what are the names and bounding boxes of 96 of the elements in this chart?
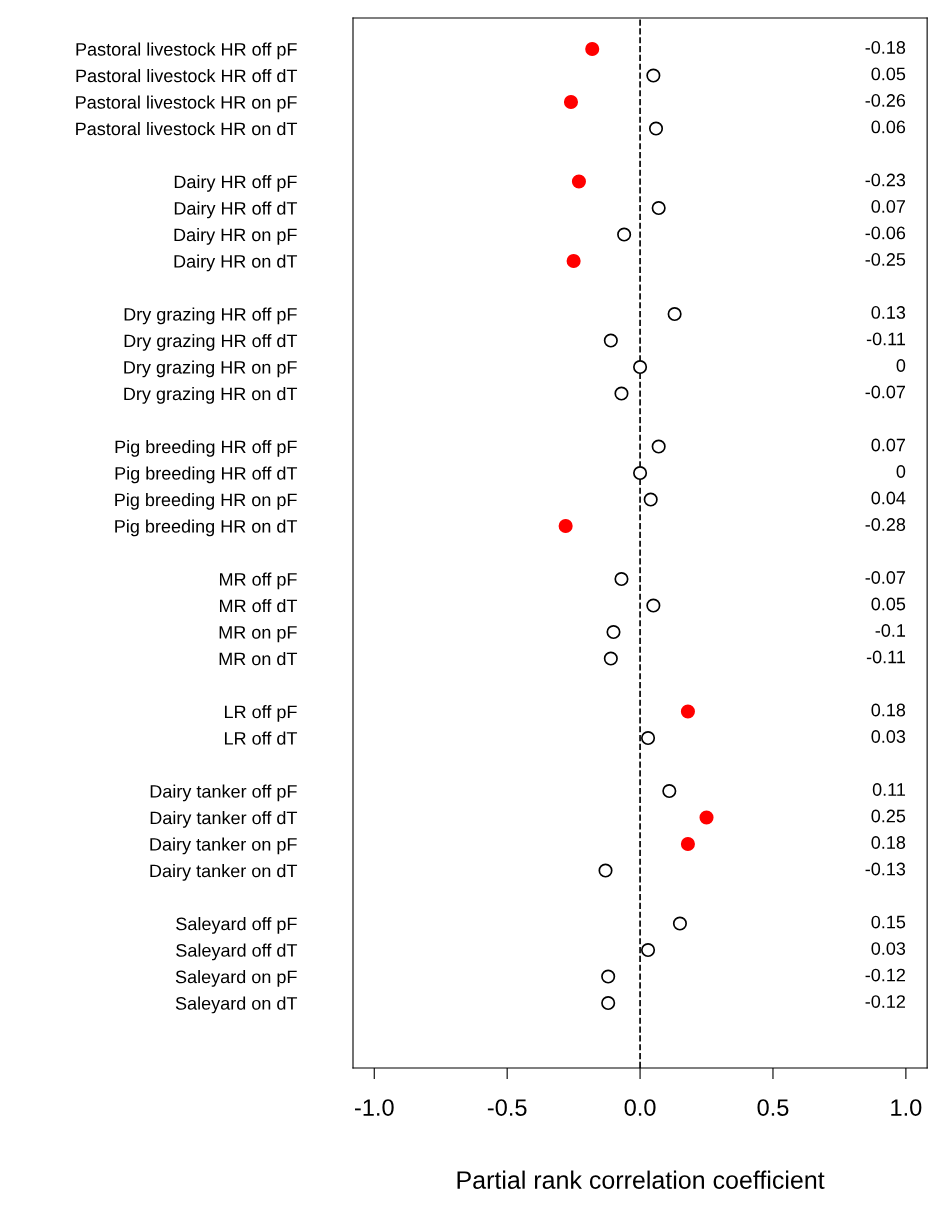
y-tick-label: Pig breeding HR on dT [115,519,298,537]
annotation: 0.25 [871,809,906,823]
annotation: -0.12 [865,995,905,1008]
y-tick-label: Dairy tanker off pF [150,784,297,802]
point [603,333,618,348]
point [680,837,695,852]
y-tick-label: MR on pF [219,626,297,643]
x-tick-label: -0.5 [487,1099,527,1116]
annotation: 0.05 [871,597,906,611]
point [646,68,661,83]
annotation: 0.04 [871,491,906,505]
point [680,704,695,719]
y-tick-label: Dairy HR on dT [174,254,298,272]
annotation: 0.13 [871,306,906,319]
annotation: -0.26 [865,94,906,107]
y-tick-label: Dairy HR off dT [174,201,298,219]
point [571,174,586,189]
y-tick-label: Dairy tanker on pF [150,837,297,855]
y-tick-label: Dairy HR on pF [174,227,297,245]
y-tick-label: Dry grazing HR off pF [124,307,297,325]
y-tick-label: LR off dT [224,731,298,745]
point [606,624,621,640]
annotation: -0.06 [865,226,906,240]
annotation: 0.05 [871,67,906,81]
point [633,465,648,481]
annotation: 0 [896,359,906,372]
point [598,863,613,878]
annotation: 0.11 [872,783,906,796]
point [601,996,616,1011]
annotation: 0 [896,465,906,478]
y-tick-label: Dairy HR off pF [174,174,297,192]
point [558,518,573,534]
annotation: 0.07 [871,200,905,213]
point [617,227,632,242]
annotation: -0.18 [865,41,906,54]
point [601,969,616,984]
point [566,253,581,269]
y-tick-label: MR off pF [219,572,297,590]
annotation: -0.1 [875,624,906,637]
y-tick-label: Saleyard on dT [175,996,298,1014]
y-tick-label: Pastoral livestock HR on dT [76,121,298,136]
y-tick-label: Pastoral livestock HR off dT [76,68,298,83]
annotation: 0.18 [871,703,906,717]
point [563,94,579,110]
x-tick-label: 0.0 [624,1099,656,1116]
point [585,41,600,57]
annotation: -0.11 [866,332,906,346]
x-tick-label: 1.0 [891,1099,922,1116]
point [648,121,664,136]
y-tick-label: Pig breeding HR off dT [115,466,298,484]
annotation: 0.07 [871,438,905,452]
x-axis-title: Partial rank correlation coefficient [457,1170,825,1189]
y-tick-label: Dry grazing HR off dT [124,333,298,351]
point [662,784,677,799]
point [603,651,618,666]
point [633,359,648,375]
y-tick-label: Pastoral livestock HR on pF [76,95,297,113]
point [640,731,656,746]
annotation: -0.11 [866,650,906,664]
y-tick-label: Dry grazing HR on dT [124,386,298,404]
annotation: -0.07 [865,571,905,584]
annotation: -0.13 [865,862,906,876]
annotation: 0.15 [871,915,906,929]
point [614,571,629,587]
point [643,492,658,507]
point [699,810,714,825]
point [640,943,656,958]
y-tick-label: Pig breeding HR off pF [115,439,297,457]
annotation: 0.03 [871,730,906,743]
y-tick-label: Pastoral livestock HR off pF [76,42,297,60]
annotation: 0.06 [871,120,906,134]
y-tick-label: Dairy tanker off dT [150,811,298,828]
annotation: 0.03 [871,942,906,955]
annotation: -0.07 [865,385,905,399]
y-tick-label: Saleyard on pF [175,970,297,987]
y-tick-label: Pig breeding HR on pF [115,492,297,510]
point [651,439,666,454]
point [672,916,687,931]
y-tick-label: LR off pF [224,705,297,722]
y-tick-label: Dairy tanker on dT [150,864,298,881]
point [614,386,629,401]
annotation: -0.28 [865,518,906,531]
y-tick-label: Saleyard off pF [176,917,297,934]
annotation: -0.23 [865,173,906,187]
x-tick-label: -1.0 [354,1099,394,1116]
annotation: 0.18 [871,836,906,849]
annotation: -0.12 [865,968,905,982]
x-tick-label: 0.5 [757,1099,789,1116]
y-tick-label: MR off dT [219,599,298,613]
point [651,200,666,216]
y-tick-label: Dry grazing HR on pF [124,360,297,378]
y-tick-label: MR on dT [219,652,298,666]
y-tick-label: Saleyard off dT [176,943,298,961]
annotation: -0.25 [865,253,906,266]
point [667,306,682,322]
point [646,598,661,613]
